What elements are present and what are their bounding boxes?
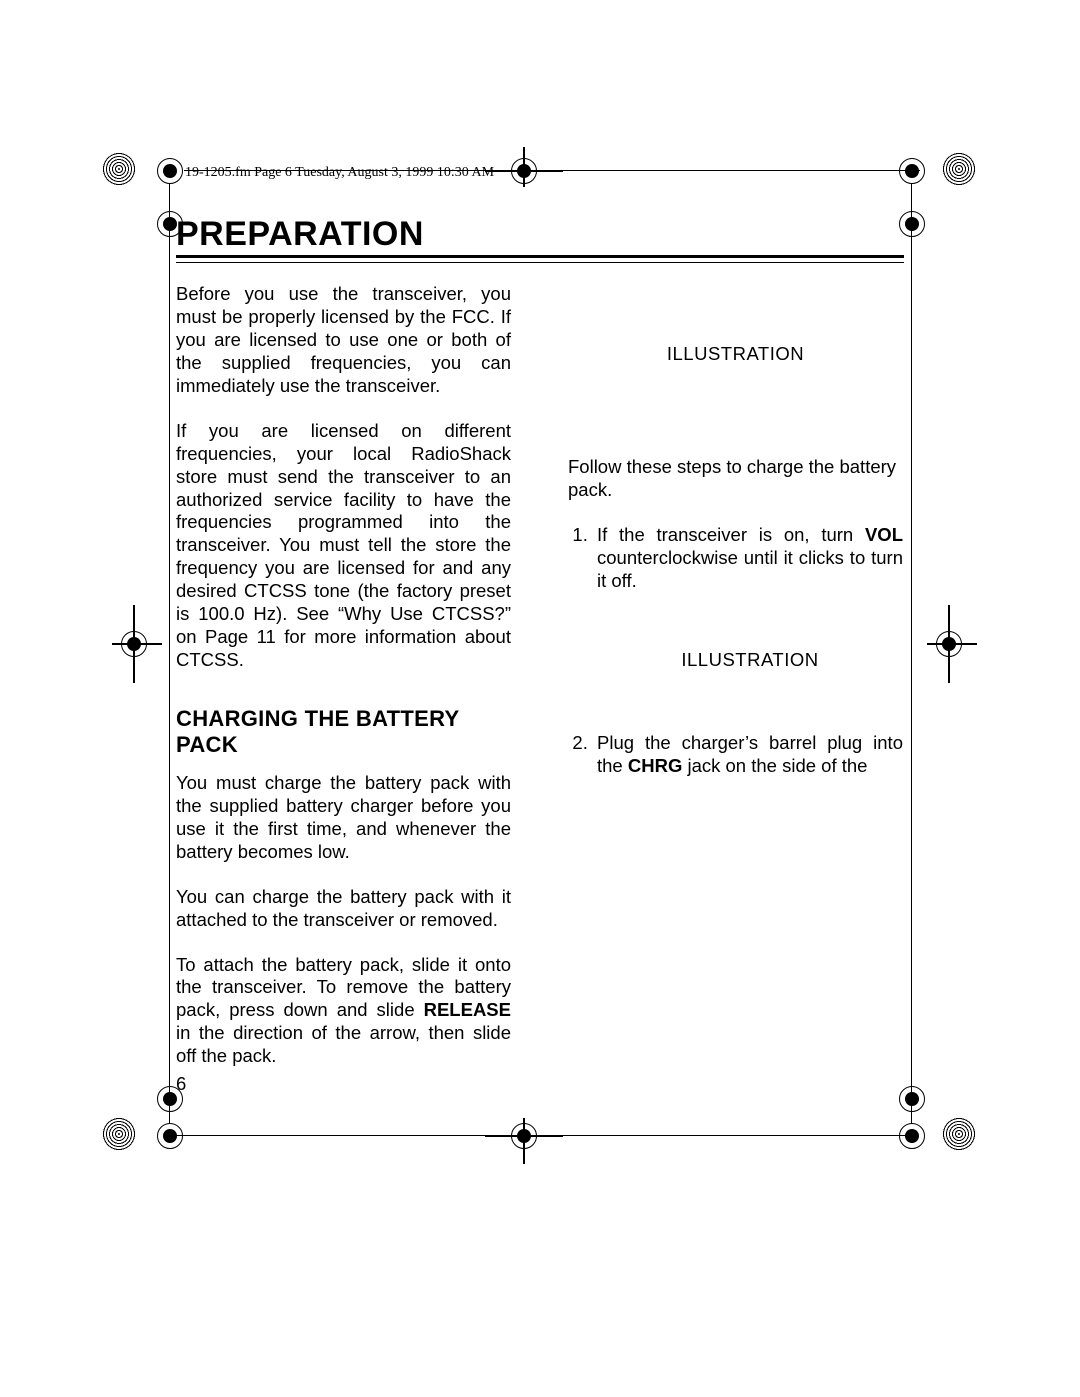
body-paragraph: Before you use the transceiver, you must… bbox=[176, 283, 511, 398]
illustration-placeholder: ILLUSTRATION bbox=[568, 343, 903, 366]
crop-mark-icon bbox=[898, 157, 926, 185]
section-heading: CHARGING THE BATTERY PACK bbox=[176, 706, 511, 758]
step-item: If the transceiver is on, turn VOL count… bbox=[593, 524, 903, 672]
ui-label-bold: RELEASE bbox=[424, 999, 511, 1020]
crop-mark-icon bbox=[156, 1085, 184, 1113]
registration-mark-icon bbox=[100, 1115, 140, 1155]
crop-mark-icon bbox=[156, 157, 184, 185]
crop-mark-icon bbox=[898, 1122, 926, 1150]
numbered-steps: If the transceiver is on, turn VOL count… bbox=[568, 524, 903, 778]
body-paragraph: Follow these steps to charge the battery… bbox=[568, 456, 903, 502]
crop-mark-icon bbox=[898, 1085, 926, 1113]
registration-mark-icon bbox=[940, 1115, 980, 1155]
text-run: If the transceiver is on, turn bbox=[597, 524, 865, 545]
text-run: in the direction of the arrow, then slid… bbox=[176, 1022, 511, 1066]
illustration-placeholder: ILLUSTRATION bbox=[597, 649, 903, 672]
crop-mark-icon bbox=[156, 1122, 184, 1150]
crop-mark-icon bbox=[935, 630, 963, 658]
ui-label-bold: VOL bbox=[865, 524, 903, 545]
body-paragraph: If you are licensed on different frequen… bbox=[176, 420, 511, 672]
page-title: PREPARATION bbox=[176, 215, 424, 254]
body-paragraph: You can charge the battery pack with it … bbox=[176, 886, 511, 932]
right-column: ILLUSTRATION Follow these steps to charg… bbox=[568, 283, 903, 787]
document-page: 19-1205.fm Page 6 Tuesday, August 3, 199… bbox=[0, 0, 1080, 1397]
text-run: jack on the side of the bbox=[682, 755, 867, 776]
crop-mark-icon bbox=[510, 157, 538, 185]
crop-line bbox=[169, 184, 170, 1124]
step-item: Plug the charger’s barrel plug into the … bbox=[593, 732, 903, 778]
crop-line bbox=[911, 184, 912, 1124]
left-column: Before you use the transceiver, you must… bbox=[176, 283, 511, 1090]
text-run: counterclockwise until it clicks to turn… bbox=[597, 547, 903, 591]
crop-mark-icon bbox=[120, 630, 148, 658]
crop-mark-icon bbox=[898, 210, 926, 238]
running-header: 19-1205.fm Page 6 Tuesday, August 3, 199… bbox=[185, 165, 494, 181]
ui-label-bold: CHRG bbox=[628, 755, 682, 776]
registration-mark-icon bbox=[940, 150, 980, 190]
registration-mark-icon bbox=[100, 150, 140, 190]
body-paragraph: You must charge the battery pack with th… bbox=[176, 772, 511, 864]
crop-mark-icon bbox=[510, 1122, 538, 1150]
body-paragraph: To attach the battery pack, slide it ont… bbox=[176, 954, 511, 1069]
title-rule bbox=[176, 255, 904, 263]
